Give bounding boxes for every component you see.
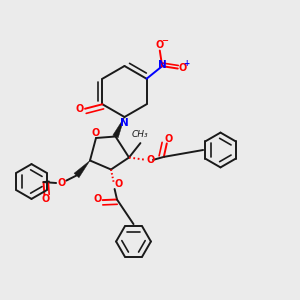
Text: O: O <box>76 104 84 114</box>
Text: O: O <box>41 194 50 204</box>
Text: N: N <box>120 118 129 128</box>
Text: O: O <box>179 63 187 73</box>
Text: +: + <box>184 59 190 68</box>
Text: N: N <box>158 60 167 70</box>
Text: −: − <box>161 36 168 45</box>
Polygon shape <box>74 160 90 178</box>
Text: O: O <box>92 128 100 138</box>
Text: O: O <box>114 179 122 189</box>
Text: O: O <box>146 155 155 165</box>
Text: O: O <box>94 194 102 205</box>
Text: O: O <box>58 178 66 188</box>
Polygon shape <box>113 117 124 138</box>
Text: O: O <box>164 134 172 144</box>
Text: O: O <box>155 40 163 50</box>
Text: CH₃: CH₃ <box>132 130 149 139</box>
